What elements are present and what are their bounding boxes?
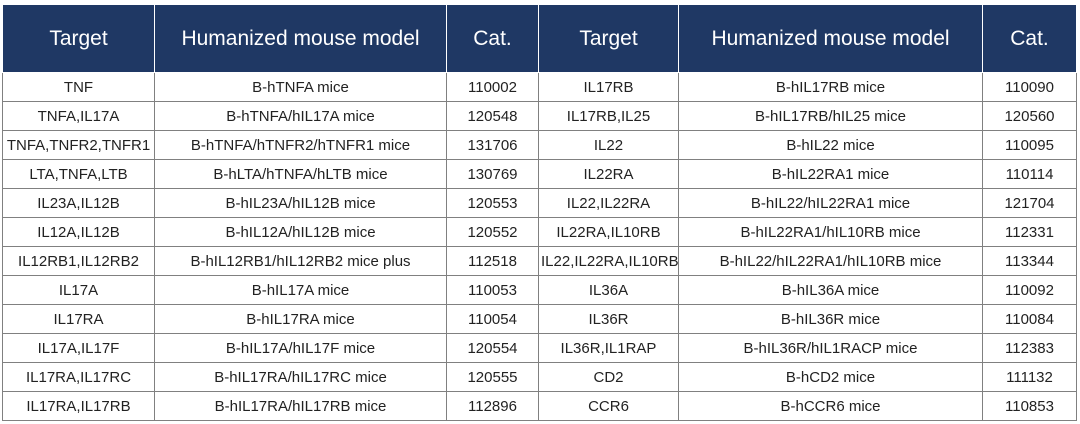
model-right-cell: B-hCCR6 mice — [678, 391, 983, 421]
table-row: TNF B-hTNFA mice 110002 IL17RB B-hIL17RB mic… — [2, 72, 1077, 102]
target-right-cell: IL22,IL22RA — [538, 188, 679, 218]
cat-right-cell: 113344 — [982, 246, 1077, 276]
model-right-cell: B-hIL22RA1 mice — [678, 159, 983, 189]
model-right-cell: B-hIL22 mice — [678, 130, 983, 160]
model-left-cell: B-hIL12RB1/hIL12RB2 mice plus — [154, 246, 447, 276]
target-left-cell: TNFA,TNFR2,TNFR1 — [2, 130, 155, 160]
cat-right-cell: 112383 — [982, 333, 1077, 363]
model-left-cell: B-hIL17A/hIL17F mice — [154, 333, 447, 363]
header-model-right: Humanized mouse model — [678, 4, 983, 73]
cat-left-cell: 110054 — [446, 304, 539, 334]
cat-right-cell: 111132 — [982, 362, 1077, 392]
model-left-cell: B-hIL23A/hIL12B mice — [154, 188, 447, 218]
header-target-right: Target — [538, 4, 679, 73]
header-cat-left: Cat. — [446, 4, 539, 73]
cat-left-cell: 120554 — [446, 333, 539, 363]
cat-right-cell: 112331 — [982, 217, 1077, 247]
cat-left-cell: 120553 — [446, 188, 539, 218]
cat-left-cell: 110002 — [446, 72, 539, 102]
target-right-cell: IL22 — [538, 130, 679, 160]
cat-right-cell: 110090 — [982, 72, 1077, 102]
cat-left-cell: 110053 — [446, 275, 539, 305]
table-row: LTA,TNFA,LTB B-hLTA/hTNFA/hLTB mice 130769… — [2, 159, 1077, 189]
table-row: IL17RA,IL17RC B-hIL17RA/hIL17RC mice 12055… — [2, 362, 1077, 392]
cat-left-cell: 120555 — [446, 362, 539, 392]
table-row: TNFA,IL17A B-hTNFA/hIL17A mice 120548 IL17R… — [2, 101, 1077, 131]
header-target-left: Target — [2, 4, 155, 73]
model-left-cell: B-hIL17RA/hIL17RB mice — [154, 391, 447, 421]
model-right-cell: B-hIL36R mice — [678, 304, 983, 334]
target-left-cell: TNFA,IL17A — [2, 101, 155, 131]
target-right-cell: IL17RB — [538, 72, 679, 102]
cat-right-cell: 110084 — [982, 304, 1077, 334]
model-table-container: Target Humanized mouse model Cat. Target… — [2, 4, 1077, 421]
target-left-cell: IL17A — [2, 275, 155, 305]
target-right-cell: IL17RB,IL25 — [538, 101, 679, 131]
cat-right-cell: 110853 — [982, 391, 1077, 421]
cat-left-cell: 131706 — [446, 130, 539, 160]
model-left-cell: B-hIL17RA mice — [154, 304, 447, 334]
table-row: IL23A,IL12B B-hIL23A/hIL12B mice 120553 IL2… — [2, 188, 1077, 218]
model-left-cell: B-hTNFA/hTNFR2/hTNFR1 mice — [154, 130, 447, 160]
target-left-cell: LTA,TNFA,LTB — [2, 159, 155, 189]
table-row: IL12A,IL12B B-hIL12A/hIL12B mice 120552 IL2… — [2, 217, 1077, 247]
target-right-cell: IL36R — [538, 304, 679, 334]
target-right-cell: CD2 — [538, 362, 679, 392]
table-row: IL17RA,IL17RB B-hIL17RA/hIL17RB mice 11289… — [2, 391, 1077, 421]
model-left-cell: B-hIL12A/hIL12B mice — [154, 217, 447, 247]
header-row: Target Humanized mouse model Cat. Target… — [2, 4, 1077, 73]
target-right-cell: IL22RA,IL10RB — [538, 217, 679, 247]
target-left-cell: IL17RA,IL17RC — [2, 362, 155, 392]
target-right-cell: IL22,IL22RA,IL10RB — [538, 246, 679, 276]
model-right-cell: B-hIL36R/hIL1RACP mice — [678, 333, 983, 363]
model-left-cell: B-hIL17RA/hIL17RC mice — [154, 362, 447, 392]
cat-left-cell: 120548 — [446, 101, 539, 131]
target-right-cell: IL36R,IL1RAP — [538, 333, 679, 363]
table-header: Target Humanized mouse model Cat. Target… — [2, 4, 1077, 73]
cat-right-cell: 110114 — [982, 159, 1077, 189]
cat-right-cell: 110092 — [982, 275, 1077, 305]
model-right-cell: B-hIL36A mice — [678, 275, 983, 305]
target-right-cell: CCR6 — [538, 391, 679, 421]
humanized-mouse-model-table: Target Humanized mouse model Cat. Target… — [2, 4, 1077, 421]
cat-right-cell: 120560 — [982, 101, 1077, 131]
model-right-cell: B-hCD2 mice — [678, 362, 983, 392]
cat-left-cell: 112896 — [446, 391, 539, 421]
model-right-cell: B-hIL22/hIL22RA1 mice — [678, 188, 983, 218]
cat-left-cell: 130769 — [446, 159, 539, 189]
target-left-cell: IL17RA — [2, 304, 155, 334]
target-left-cell: IL12A,IL12B — [2, 217, 155, 247]
header-model-left: Humanized mouse model — [154, 4, 447, 73]
table-body: TNF B-hTNFA mice 110002 IL17RB B-hIL17RB mic… — [2, 72, 1077, 421]
target-left-cell: IL23A,IL12B — [2, 188, 155, 218]
cat-right-cell: 121704 — [982, 188, 1077, 218]
table-row: IL17A B-hIL17A mice 110053 IL36A B-hIL36A mi… — [2, 275, 1077, 305]
target-left-cell: IL17A,IL17F — [2, 333, 155, 363]
cat-left-cell: 120552 — [446, 217, 539, 247]
model-left-cell: B-hIL17A mice — [154, 275, 447, 305]
header-cat-right: Cat. — [982, 4, 1077, 73]
model-left-cell: B-hLTA/hTNFA/hLTB mice — [154, 159, 447, 189]
target-right-cell: IL36A — [538, 275, 679, 305]
table-row: IL17RA B-hIL17RA mice 110054 IL36R B-hIL36R … — [2, 304, 1077, 334]
table-row: IL12RB1,IL12RB2 B-hIL12RB1/hIL12RB2 mice … — [2, 246, 1077, 276]
model-right-cell: B-hIL22/hIL22RA1/hIL10RB mice — [678, 246, 983, 276]
target-left-cell: IL17RA,IL17RB — [2, 391, 155, 421]
model-left-cell: B-hTNFA mice — [154, 72, 447, 102]
model-right-cell: B-hIL17RB mice — [678, 72, 983, 102]
cat-left-cell: 112518 — [446, 246, 539, 276]
model-right-cell: B-hIL22RA1/hIL10RB mice — [678, 217, 983, 247]
table-row: TNFA,TNFR2,TNFR1 B-hTNFA/hTNFR2/hTNFR1 mi… — [2, 130, 1077, 160]
model-right-cell: B-hIL17RB/hIL25 mice — [678, 101, 983, 131]
cat-right-cell: 110095 — [982, 130, 1077, 160]
target-left-cell: IL12RB1,IL12RB2 — [2, 246, 155, 276]
model-left-cell: B-hTNFA/hIL17A mice — [154, 101, 447, 131]
target-left-cell: TNF — [2, 72, 155, 102]
table-row: IL17A,IL17F B-hIL17A/hIL17F mice 120554 IL3… — [2, 333, 1077, 363]
target-right-cell: IL22RA — [538, 159, 679, 189]
